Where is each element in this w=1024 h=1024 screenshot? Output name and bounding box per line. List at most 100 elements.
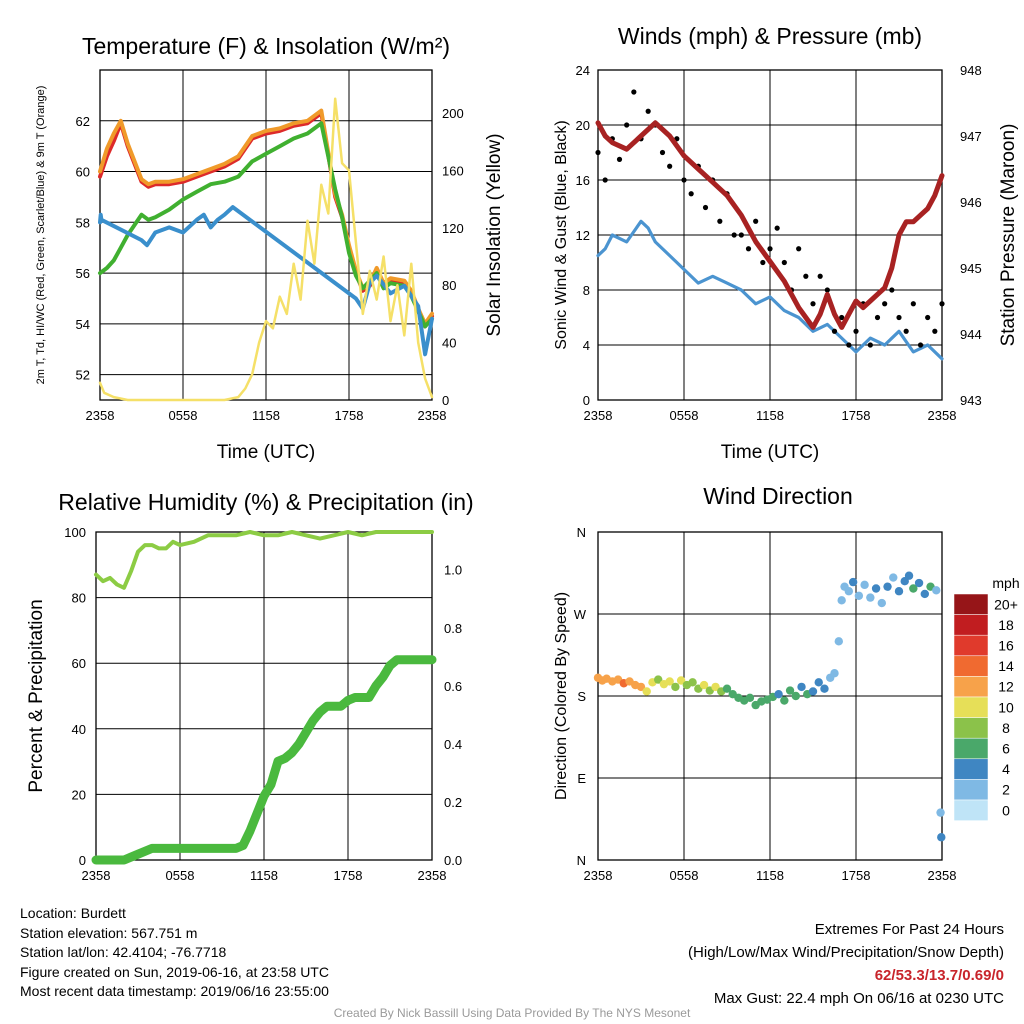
- y2-tick-0-4: 160: [442, 163, 464, 178]
- gust-point-15: [702, 204, 709, 211]
- direction-point-58: [909, 584, 918, 593]
- colorbar-swatch-5: [953, 696, 989, 718]
- y-tick-0-4: 60: [76, 165, 90, 180]
- gust-point-3: [616, 156, 623, 162]
- gust-point-0: [595, 149, 601, 156]
- direction-point-17: [688, 678, 697, 687]
- gust-point-44: [910, 301, 916, 307]
- y-tick-0-0: 52: [76, 368, 90, 383]
- colorbar-label-8: 4: [1002, 761, 1010, 777]
- gust-point-36: [853, 328, 859, 334]
- series-line-2-0: [94, 530, 434, 590]
- y2-tick-0-5: 200: [442, 106, 464, 121]
- recent-data-label: Most recent data timestamp: 2019/06/16 2…: [20, 983, 329, 999]
- gust-point-25: [774, 225, 780, 231]
- x-axis-label-1: Time (UTC): [721, 442, 820, 463]
- direction-point-23: [722, 684, 732, 693]
- y-tick-1-0: 0: [583, 393, 590, 408]
- y2-tick-2-2: 0.4: [444, 737, 462, 752]
- extremes-title: Extremes For Past 24 Hours: [814, 921, 1004, 938]
- x-tick-2-4: 2358: [418, 868, 447, 883]
- direction-point-52: [877, 598, 886, 608]
- created-label: Figure created on Sun, 2019-06-16, at 23…: [20, 963, 329, 980]
- colorbar-label-4: 12: [998, 679, 1014, 695]
- y-tick-0-5: 62: [76, 114, 90, 129]
- series-line-1-0: [596, 219, 944, 361]
- y-tick-1-2: 8: [583, 283, 590, 298]
- direction-point-50: [866, 593, 875, 602]
- gust-point-43: [903, 328, 909, 334]
- gust-point-33: [831, 328, 838, 334]
- y2-tick-0-2: 80: [442, 278, 456, 293]
- y-tick-1-1: 4: [583, 338, 590, 353]
- direction-point-49: [860, 580, 869, 590]
- y-tick-2-5: 100: [64, 525, 86, 540]
- y-tick-3-1: E: [577, 771, 586, 786]
- gust-point-9: [659, 149, 666, 156]
- gust-point-28: [796, 246, 802, 252]
- gust-point-12: [681, 177, 687, 183]
- direction-point-9: [642, 687, 651, 696]
- direction-point-36: [797, 682, 806, 692]
- direction-point-38: [808, 687, 818, 696]
- x-tick-2-3: 1758: [334, 868, 363, 883]
- y2-tick-2-3: 0.6: [444, 679, 462, 694]
- x-tick-0-2: 1158: [252, 408, 280, 423]
- x-tick-0-1: 0558: [169, 408, 198, 423]
- direction-point-21: [711, 682, 720, 692]
- direction-point-32: [774, 689, 783, 699]
- gust-point-7: [645, 108, 651, 114]
- y-tick-2-4: 80: [72, 591, 86, 606]
- x-tick-1-3: 1758: [842, 408, 871, 423]
- x-tick-1-4: 2358: [928, 408, 957, 423]
- extremes-values: 62/53.3/13.7/0.69/0: [874, 967, 1004, 984]
- colorbar-swatch-4: [953, 676, 989, 698]
- y2-tick-2-5: 1.0: [444, 563, 462, 578]
- direction-point-48: [854, 591, 864, 600]
- colorbar-label-5: 10: [998, 699, 1014, 715]
- direction-point-27: [745, 693, 755, 703]
- gust-point-47: [932, 328, 938, 334]
- gust-point-39: [874, 314, 881, 321]
- gust-point-42: [896, 314, 902, 321]
- x-tick-1-0: 2358: [584, 408, 613, 423]
- direction-point-59: [914, 578, 924, 588]
- location-label: Location: Burdett: [20, 905, 126, 921]
- colorbar-swatch-7: [953, 737, 989, 760]
- direction-point-62: [932, 586, 941, 595]
- gust-point-46: [925, 314, 931, 321]
- gust-point-38: [867, 342, 873, 348]
- colorbar-label-1: 18: [998, 617, 1014, 633]
- x-tick-2-1: 0558: [166, 868, 195, 883]
- colorbar-label-3: 14: [998, 658, 1014, 674]
- chart-title-2: Relative Humidity (%) & Precipitation (i…: [58, 489, 473, 515]
- x-tick-3-1: 0558: [670, 868, 699, 883]
- gust-point-29: [803, 273, 809, 279]
- y-tick-2-2: 40: [72, 722, 86, 737]
- direction-point-54: [889, 573, 898, 582]
- direction-point-34: [785, 686, 795, 695]
- gust-point-24: [767, 246, 773, 252]
- y2-tick-2-4: 0.8: [444, 621, 462, 636]
- y-axis-label-3: Direction (Colored By Speed): [553, 592, 570, 800]
- colorbar-swatch-9: [953, 779, 989, 801]
- extremes-subtitle: (High/Low/Max Wind/Precipitation/Snow De…: [688, 944, 1004, 961]
- y-tick-3-0: N: [577, 853, 586, 868]
- colorbar-swatch-2: [953, 634, 989, 657]
- direction-point-13: [665, 677, 674, 686]
- gust-point-41: [889, 287, 895, 293]
- direction-point-44: [837, 596, 846, 605]
- gust-point-21: [745, 246, 752, 252]
- y-tick-2-3: 60: [72, 656, 86, 671]
- gust-point-22: [753, 218, 759, 224]
- direction-point-8: [636, 682, 646, 692]
- gust-point-17: [717, 218, 723, 224]
- direction-point-11: [654, 675, 663, 684]
- colorbar-swatch-8: [953, 758, 989, 780]
- y2-tick-1-1: 944: [960, 327, 982, 342]
- x-tick-3-3: 1758: [842, 868, 871, 883]
- y-tick-0-3: 58: [76, 215, 90, 230]
- direction-point-15: [676, 676, 686, 685]
- y2-tick-1-3: 946: [960, 195, 982, 210]
- station-info: Location: Burdett Station elevation: 567…: [20, 904, 329, 1002]
